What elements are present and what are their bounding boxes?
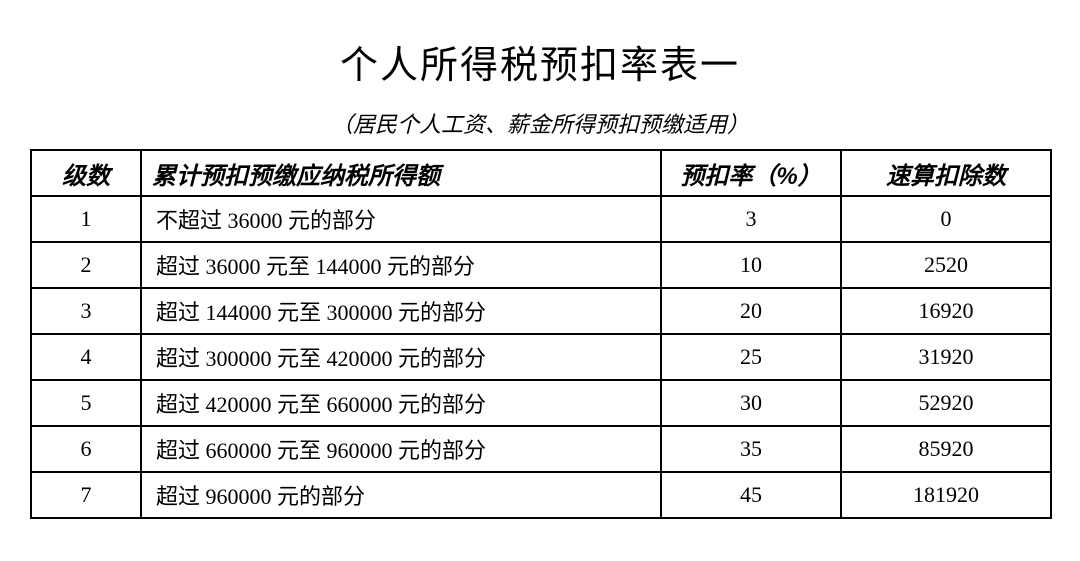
cell-deduct: 16920 <box>841 288 1051 334</box>
table-row: 3 超过 144000 元至 300000 元的部分 20 16920 <box>31 288 1051 334</box>
cell-rate: 45 <box>661 472 841 518</box>
table-row: 2 超过 36000 元至 144000 元的部分 10 2520 <box>31 242 1051 288</box>
cell-range: 不超过 36000 元的部分 <box>141 196 661 242</box>
table-row: 4 超过 300000 元至 420000 元的部分 25 31920 <box>31 334 1051 380</box>
col-header-deduct: 速算扣除数 <box>841 150 1051 196</box>
table-header-row: 级数 累计预扣预缴应纳税所得额 预扣率（%） 速算扣除数 <box>31 150 1051 196</box>
cell-rate: 35 <box>661 426 841 472</box>
tax-table: 级数 累计预扣预缴应纳税所得额 预扣率（%） 速算扣除数 1 不超过 36000… <box>30 149 1052 519</box>
cell-level: 2 <box>31 242 141 288</box>
table-row: 5 超过 420000 元至 660000 元的部分 30 52920 <box>31 380 1051 426</box>
cell-rate: 25 <box>661 334 841 380</box>
cell-level: 5 <box>31 380 141 426</box>
table-row: 1 不超过 36000 元的部分 3 0 <box>31 196 1051 242</box>
cell-deduct: 52920 <box>841 380 1051 426</box>
cell-level: 4 <box>31 334 141 380</box>
cell-range: 超过 300000 元至 420000 元的部分 <box>141 334 661 380</box>
cell-rate: 20 <box>661 288 841 334</box>
cell-deduct: 31920 <box>841 334 1051 380</box>
table-row: 6 超过 660000 元至 960000 元的部分 35 85920 <box>31 426 1051 472</box>
cell-level: 6 <box>31 426 141 472</box>
cell-deduct: 181920 <box>841 472 1051 518</box>
cell-rate: 3 <box>661 196 841 242</box>
col-header-rate: 预扣率（%） <box>661 150 841 196</box>
cell-level: 7 <box>31 472 141 518</box>
cell-rate: 30 <box>661 380 841 426</box>
cell-deduct: 85920 <box>841 426 1051 472</box>
cell-rate: 10 <box>661 242 841 288</box>
cell-level: 3 <box>31 288 141 334</box>
cell-range: 超过 144000 元至 300000 元的部分 <box>141 288 661 334</box>
cell-range: 超过 660000 元至 960000 元的部分 <box>141 426 661 472</box>
page: 个人所得税预扣率表一 （居民个人工资、薪金所得预扣预缴适用） 级数 累计预扣预缴… <box>0 0 1080 561</box>
col-header-range: 累计预扣预缴应纳税所得额 <box>141 150 661 196</box>
page-subtitle: （居民个人工资、薪金所得预扣预缴适用） <box>30 107 1050 139</box>
cell-range: 超过 420000 元至 660000 元的部分 <box>141 380 661 426</box>
cell-deduct: 0 <box>841 196 1051 242</box>
cell-level: 1 <box>31 196 141 242</box>
cell-range: 超过 960000 元的部分 <box>141 472 661 518</box>
cell-range: 超过 36000 元至 144000 元的部分 <box>141 242 661 288</box>
cell-deduct: 2520 <box>841 242 1051 288</box>
page-title: 个人所得税预扣率表一 <box>30 34 1050 89</box>
col-header-level: 级数 <box>31 150 141 196</box>
table-row: 7 超过 960000 元的部分 45 181920 <box>31 472 1051 518</box>
